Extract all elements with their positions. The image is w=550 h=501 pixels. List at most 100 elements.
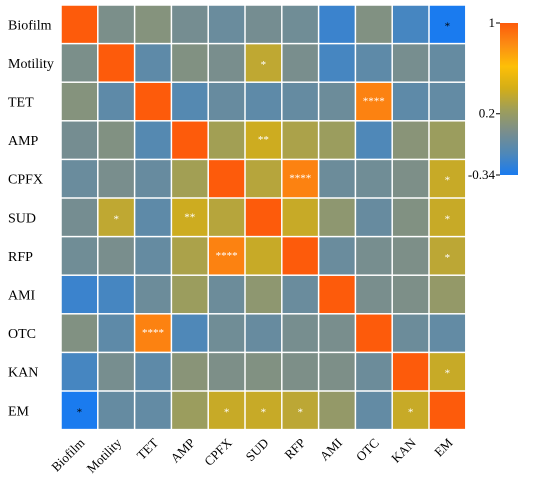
heatmap-cell-cpfx-rfp xyxy=(282,160,318,198)
significance-marker: * xyxy=(77,406,83,418)
heatmap-cell-biofilm-amp xyxy=(172,5,208,43)
heatmap-cell-em-sud xyxy=(245,391,282,429)
heatmap-cell-tet-motility xyxy=(98,82,134,121)
heatmap-cell-amp-otc xyxy=(356,121,392,159)
heatmap-cell-rfp-amp xyxy=(172,237,208,275)
significance-marker: * xyxy=(224,406,230,418)
heatmap-cell-sud-tet xyxy=(135,198,171,236)
heatmap-cell-kan-otc xyxy=(356,353,392,391)
heatmap-cell-tet-biofilm xyxy=(61,82,98,121)
heatmap-cell-motility-otc xyxy=(356,44,392,82)
column-label: AMI xyxy=(317,435,345,463)
row-label: Biofilm xyxy=(8,18,52,33)
heatmap-cell-otc-biofilm xyxy=(61,314,98,352)
heatmap-cell-ami-ami xyxy=(319,275,355,314)
heatmap-cell-biofilm-sud xyxy=(245,5,282,43)
column-label: TET xyxy=(134,435,161,462)
heatmap-cell-ami-rfp xyxy=(282,275,318,314)
heatmap-cell-kan-ami xyxy=(319,353,355,391)
row-label: CPFX xyxy=(8,173,43,188)
significance-marker: **** xyxy=(142,327,164,339)
row-label: AMI xyxy=(8,289,36,304)
significance-marker: * xyxy=(261,59,267,71)
heatmap-cell-em-kan xyxy=(392,391,429,429)
significance-marker: * xyxy=(261,406,267,418)
heatmap-cell-motility-ami xyxy=(319,44,355,82)
significance-annotations: ************ ** ** ***** ******* * * * * xyxy=(77,20,451,418)
heatmap-cell-ami-em xyxy=(429,275,466,314)
heatmap-cell-rfp-sud xyxy=(245,237,282,275)
heatmap-cell-tet-rfp xyxy=(282,82,318,121)
heatmap-cell-rfp-otc xyxy=(356,237,392,275)
heatmap-cell-cpfx-cpfx xyxy=(208,160,245,198)
heatmap-cell-cpfx-otc xyxy=(356,160,392,198)
heatmap-cell-ami-amp xyxy=(172,275,208,314)
heatmap-cell-sud-biofilm xyxy=(61,198,98,236)
heatmap-cell-em-cpfx xyxy=(208,391,245,429)
column-label: Motility xyxy=(84,435,125,476)
heatmap-cell-rfp-em xyxy=(429,237,466,275)
heatmap-cell-motility-biofilm xyxy=(61,44,98,82)
heatmap-cell-sud-rfp xyxy=(282,198,318,236)
heatmap-cell-ami-motility xyxy=(98,275,134,314)
significance-marker: **** xyxy=(363,96,385,108)
significance-marker: * xyxy=(408,406,414,418)
heatmap-cell-sud-otc xyxy=(356,198,392,236)
heatmap-cell-otc-motility xyxy=(98,314,134,352)
heatmap-cell-tet-em xyxy=(429,82,466,121)
heatmap-cell-otc-kan xyxy=(392,314,429,352)
heatmap-cell-tet-cpfx xyxy=(208,82,245,121)
heatmap-cell-sud-ami xyxy=(319,198,355,236)
row-label: OTC xyxy=(8,327,36,342)
heatmap-cell-motility-sud xyxy=(245,44,282,82)
heatmap-cell-ami-tet xyxy=(135,275,171,314)
heatmap-cell-cpfx-sud xyxy=(245,160,282,198)
heatmap-cell-em-biofilm xyxy=(61,391,98,429)
heatmap-cell-otc-em xyxy=(429,314,466,352)
heatmap-cell-em-ami xyxy=(319,391,355,429)
heatmap-cell-kan-em xyxy=(429,353,466,391)
heatmap-cell-tet-ami xyxy=(319,82,355,121)
heatmap-cell-cpfx-tet xyxy=(135,160,171,198)
heatmap-cell-biofilm-em xyxy=(429,5,466,43)
significance-marker: ** xyxy=(184,211,195,223)
heatmap-cell-sud-cpfx xyxy=(208,198,245,236)
heatmap-cell-tet-tet xyxy=(135,82,171,121)
heatmap-cell-amp-kan xyxy=(392,121,429,159)
column-label: EM xyxy=(431,435,456,460)
heatmap-cell-tet-otc xyxy=(356,82,392,121)
significance-marker: **** xyxy=(289,173,311,185)
heatmap-cell-tet-amp xyxy=(172,82,208,121)
heatmap-cell-em-tet xyxy=(135,391,171,429)
heatmap-cell-cpfx-amp xyxy=(172,160,208,198)
heatmap-cell-biofilm-kan xyxy=(392,5,429,43)
column-label: AMP xyxy=(167,435,198,466)
heatmap-cell-biofilm-otc xyxy=(356,5,392,43)
heatmap-cell-biofilm-tet xyxy=(135,5,171,43)
heatmap-cell-cpfx-biofilm xyxy=(61,160,98,198)
heatmap-cell-rfp-cpfx xyxy=(208,237,245,275)
heatmap-cell-motility-amp xyxy=(172,44,208,82)
heatmap-cell-em-motility xyxy=(98,391,134,429)
heatmap-cell-rfp-biofilm xyxy=(61,237,98,275)
heatmap-cells xyxy=(61,5,466,429)
heatmap-cell-otc-rfp xyxy=(282,314,318,352)
heatmap-cell-em-amp xyxy=(172,391,208,429)
heatmap-cell-biofilm-biofilm xyxy=(61,5,98,43)
heatmap-cell-ami-sud xyxy=(245,275,282,314)
significance-marker: * xyxy=(445,20,451,32)
heatmap-cell-otc-cpfx xyxy=(208,314,245,352)
row-label: SUD xyxy=(8,211,36,226)
heatmap-cell-biofilm-motility xyxy=(98,5,134,43)
column-label: Biofilm xyxy=(48,435,87,474)
heatmap-cell-rfp-tet xyxy=(135,237,171,275)
heatmap-cell-cpfx-kan xyxy=(392,160,429,198)
heatmap-cell-amp-amp xyxy=(172,121,208,159)
heatmap-cell-kan-biofilm xyxy=(61,353,98,391)
heatmap-cell-ami-cpfx xyxy=(208,275,245,314)
colorbar: 1 0.2 -0.34 xyxy=(468,15,518,182)
heatmap-cell-rfp-motility xyxy=(98,237,134,275)
heatmap-cell-cpfx-motility xyxy=(98,160,134,198)
